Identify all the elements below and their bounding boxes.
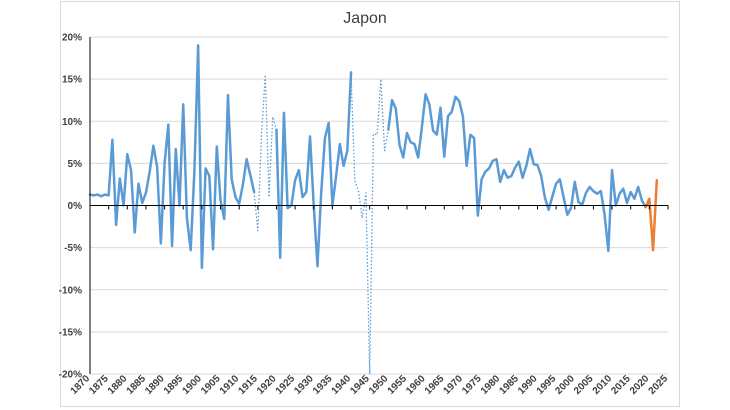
series-lines [88, 44, 659, 375]
chart-title: Japon [343, 10, 387, 27]
x-tick-label: 1930 [292, 373, 316, 397]
x-tick-label: 2010 [591, 373, 615, 397]
x-tick-label: 1905 [199, 373, 223, 397]
x-tick-label: 2015 [609, 373, 633, 397]
x-tick-label: 1955 [386, 373, 410, 397]
y-tick-label: -20% [59, 370, 82, 381]
series-line-dotted [253, 74, 278, 232]
x-tick-label: 1980 [479, 373, 503, 397]
y-tick-label: 10% [62, 117, 82, 128]
series-line-recent [644, 178, 659, 252]
y-tick-label: -10% [59, 285, 82, 296]
x-tick-label: 1910 [218, 373, 242, 397]
y-tick-labels: 20% 15% 10% 5% 0% -5% -10% -15% -20% [59, 33, 82, 381]
series-line-historical [275, 71, 353, 268]
y-tick-label: 15% [62, 75, 82, 86]
x-tick-label: 1880 [106, 373, 130, 397]
x-tick-label: 2020 [628, 373, 652, 397]
x-tick-label: 1875 [87, 373, 111, 397]
x-tick-label: 2005 [572, 373, 596, 397]
x-tick-label: 1970 [442, 373, 466, 397]
x-tick-label: 1925 [274, 373, 298, 397]
series-line-historical [88, 44, 256, 270]
x-tick-label: 1995 [535, 373, 559, 397]
x-tick-label: 1960 [404, 373, 428, 397]
gridlines [90, 36, 668, 375]
x-tick-label: 1965 [423, 373, 447, 397]
series-line-dotted [350, 72, 389, 375]
x-tick-label: 1975 [460, 373, 484, 397]
x-tick-label: 1950 [367, 373, 391, 397]
y-tick-label: -5% [64, 243, 82, 254]
x-tick-labels: 1870187518801885189018951900190519101915… [69, 373, 671, 397]
x-tick-label: 1900 [180, 373, 204, 397]
x-tick-label: 1945 [348, 373, 372, 397]
axes [89, 37, 669, 374]
x-tick-label: 1890 [143, 373, 167, 397]
y-tick-label: -15% [59, 327, 82, 338]
x-tick-label: 1940 [330, 373, 354, 397]
x-tick-label: 1920 [255, 373, 279, 397]
x-tick-label: 1915 [236, 373, 260, 397]
x-tick-label: 2025 [647, 373, 671, 397]
y-tick-label: 0% [68, 201, 83, 212]
y-tick-label: 5% [68, 159, 83, 170]
x-tick-label: 1885 [125, 373, 149, 397]
x-tick-label: 1985 [497, 373, 521, 397]
x-tick-label: 1990 [516, 373, 540, 397]
y-tick-label: 20% [62, 33, 82, 44]
x-tick-label: 2000 [553, 373, 577, 397]
x-tick-label: 1895 [162, 373, 186, 397]
series-line-historical [387, 93, 647, 253]
x-tick-label: 1935 [311, 373, 335, 397]
